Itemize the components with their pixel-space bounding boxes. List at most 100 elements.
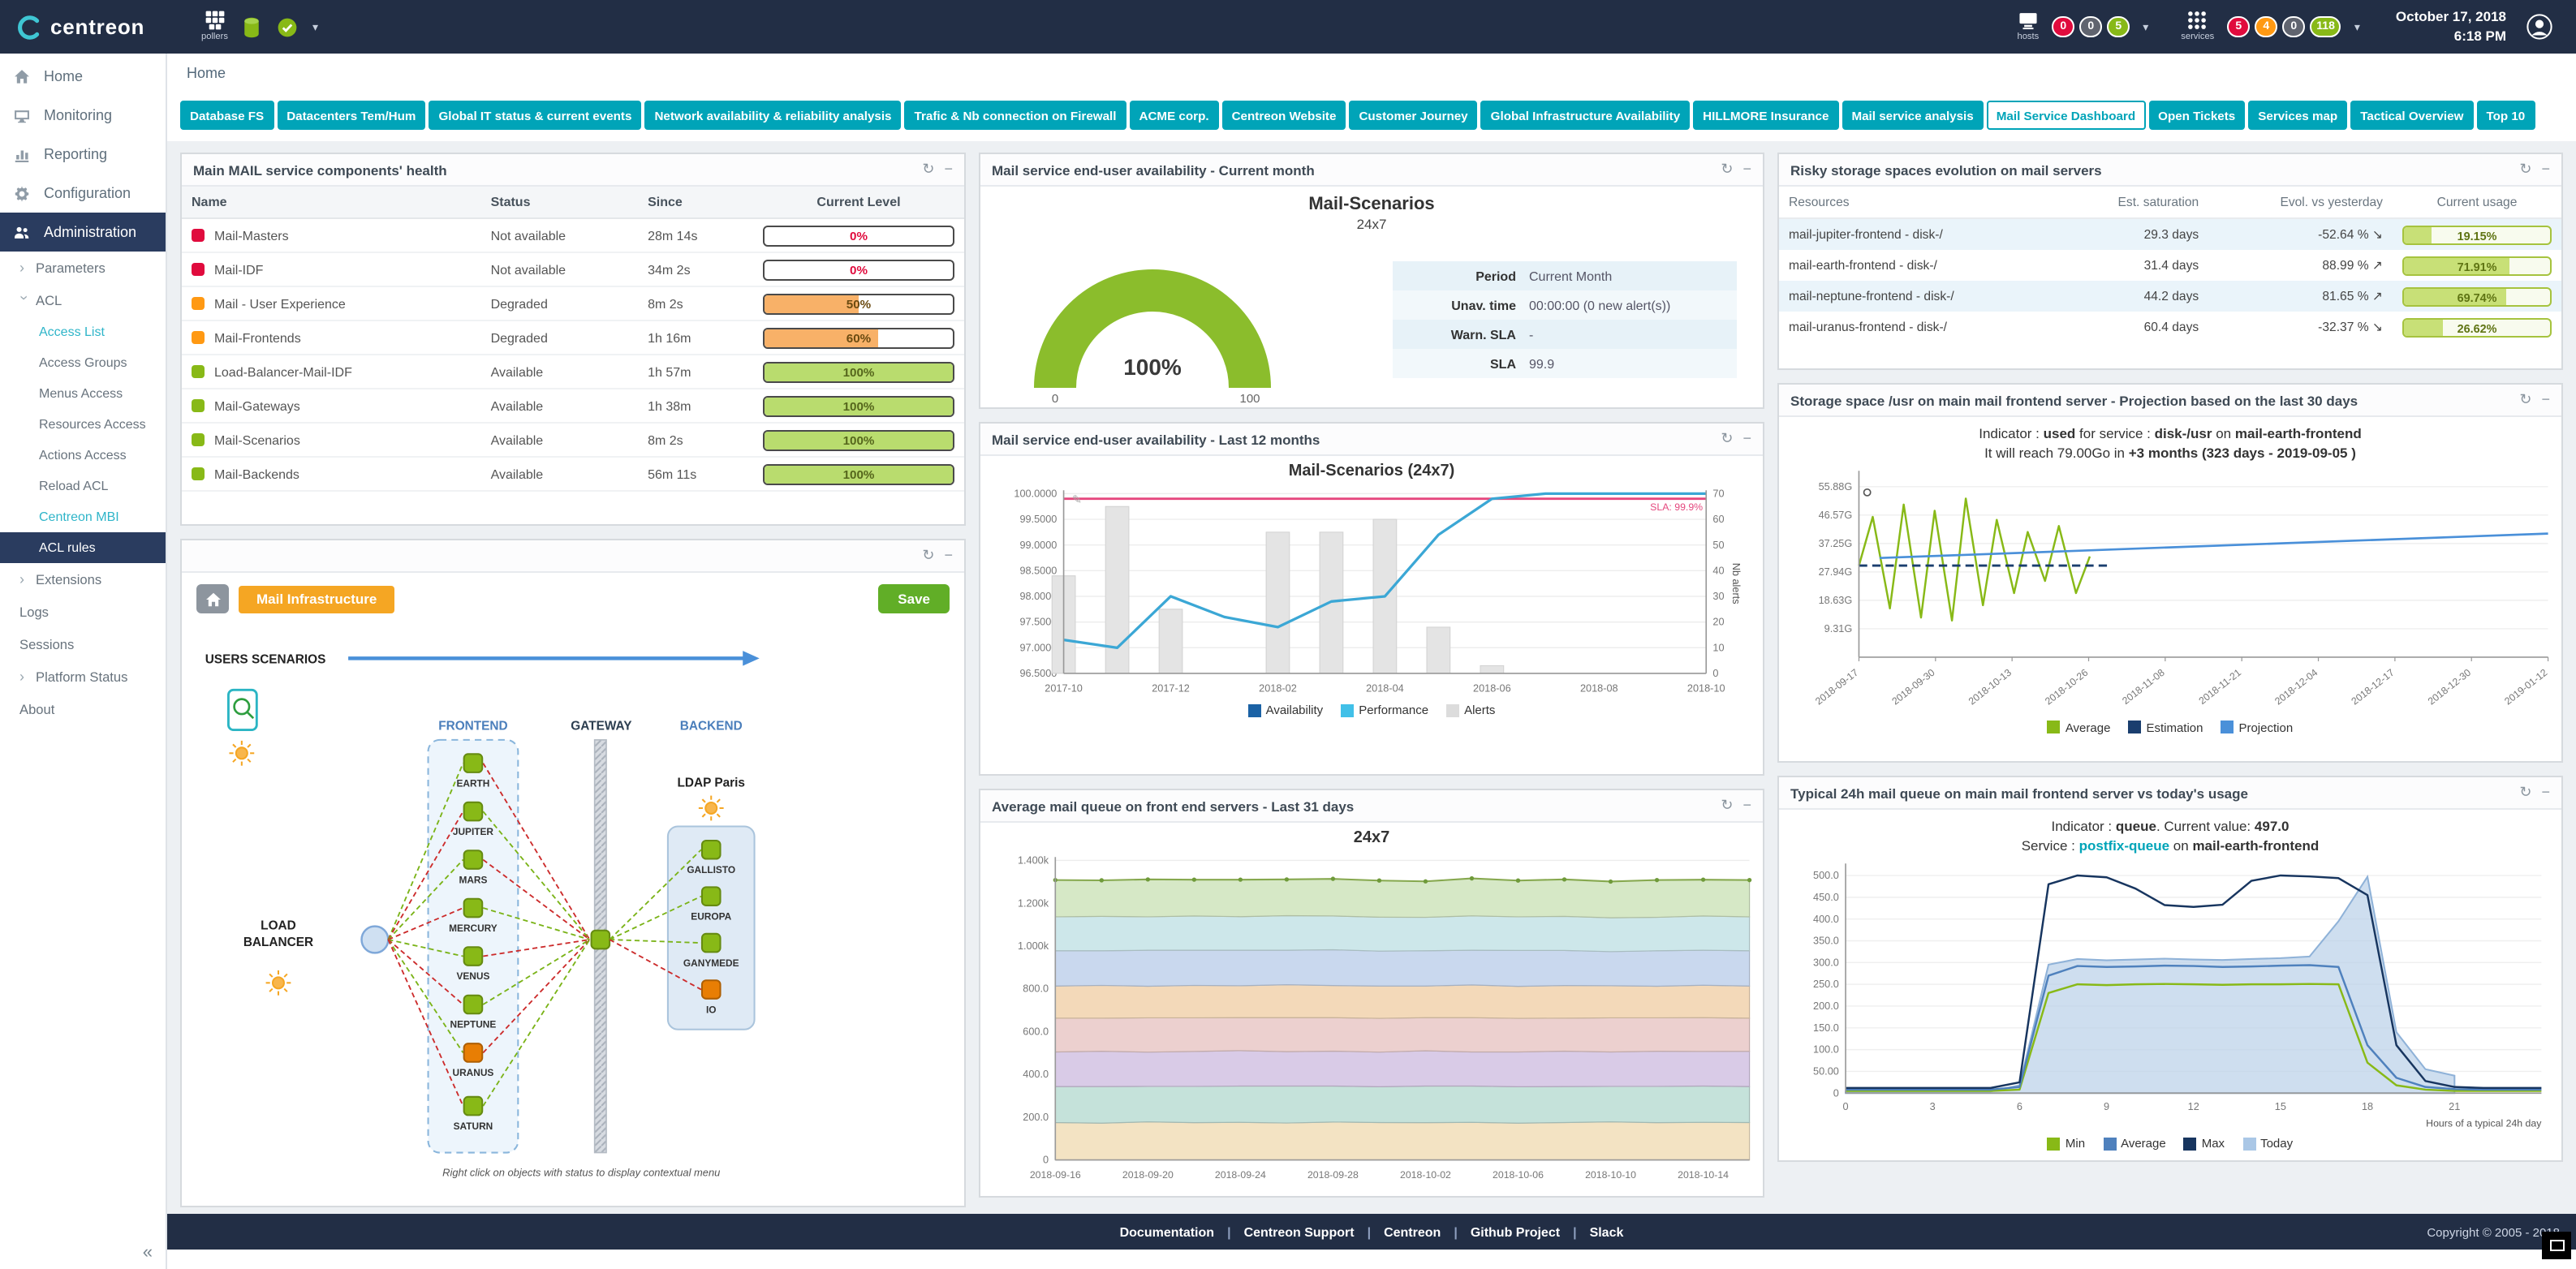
node-mars[interactable] — [463, 850, 484, 870]
node-mercury[interactable] — [463, 897, 484, 918]
tab-services-map[interactable]: Services map — [2248, 101, 2348, 130]
refresh-icon[interactable]: ↻ — [922, 547, 935, 563]
component-row[interactable]: Mail-IDF Not available 34m 2s 0% — [182, 252, 964, 287]
sidebar-item-centreon-mbi[interactable]: Centreon MBI — [0, 501, 166, 532]
save-button[interactable]: Save — [878, 584, 950, 613]
storage-row[interactable]: mail-uranus-frontend - disk-/60.4 days -3… — [1779, 312, 2561, 342]
refresh-icon[interactable]: ↻ — [2519, 161, 2532, 177]
tab-centreon-website[interactable]: Centreon Website — [1221, 101, 1346, 130]
tab-datacenters-tem-hum[interactable]: Datacenters Tem/Hum — [277, 101, 426, 130]
tab-mail-service-analysis[interactable]: Mail service analysis — [1842, 101, 1984, 130]
tab-global-it-status-current-events[interactable]: Global IT status & current events — [429, 101, 642, 130]
node-saturn[interactable] — [463, 1095, 484, 1116]
collapse-icon[interactable]: − — [944, 161, 953, 177]
chevron-down-icon[interactable]: ▾ — [312, 22, 318, 33]
collapse-icon[interactable]: − — [2541, 391, 2550, 407]
node-earth[interactable] — [463, 753, 484, 773]
sidebar-item-reload-acl[interactable]: Reload ACL — [0, 471, 166, 501]
status-badge[interactable]: 0 — [2282, 16, 2306, 37]
services-menu[interactable]: services — [2181, 10, 2214, 43]
node-io[interactable] — [700, 979, 722, 1000]
sidebar-item-access-groups[interactable]: Access Groups — [0, 347, 166, 378]
sidebar-item-home[interactable]: Home — [0, 57, 166, 96]
tab-database-fs[interactable]: Database FS — [180, 101, 274, 130]
chevron-down-icon[interactable]: ▾ — [2143, 22, 2149, 33]
sidebar-item-extensions[interactable]: › Extensions — [0, 563, 166, 596]
hosts-menu[interactable]: hosts — [2017, 10, 2039, 43]
user-menu[interactable] — [2526, 13, 2553, 41]
collapse-icon[interactable]: − — [944, 547, 953, 563]
sidebar-item-acl[interactable]: › ACL — [0, 284, 166, 316]
infra-diagram[interactable]: USERS SCENARIOS FRONTEND GATEWAY BACKEND LOA… — [182, 613, 964, 1186]
home-icon[interactable] — [196, 584, 229, 613]
sidebar-item-logs[interactable]: Logs — [0, 596, 166, 628]
tab-customer-journey[interactable]: Customer Journey — [1349, 101, 1478, 130]
storage-row[interactable]: mail-jupiter-frontend - disk-/29.3 days -… — [1779, 218, 2561, 250]
chevron-down-icon[interactable]: ▾ — [2354, 22, 2360, 33]
monthly-chart[interactable]: 100.0000 99.5000 99.0000 98.5000 98.0000 97.5… — [980, 480, 1763, 700]
tab-tactical-overview[interactable]: Tactical Overview — [2350, 101, 2474, 130]
component-row[interactable]: Mail-Gateways Available 1h 38m 100% — [182, 389, 964, 424]
status-badge[interactable]: 118 — [2310, 16, 2341, 37]
status-badge[interactable]: 5 — [2227, 16, 2251, 37]
pollers-menu[interactable]: pollers — [201, 10, 228, 43]
gateway-node[interactable] — [590, 929, 611, 950]
sidebar-item-reporting[interactable]: Reporting — [0, 135, 166, 174]
collapse-icon[interactable]: − — [1742, 161, 1751, 177]
component-row[interactable]: Mail-Masters Not available 28m 14s 0% — [182, 218, 964, 253]
footer-link-centreon[interactable]: Centreon — [1384, 1224, 1441, 1239]
node-europa[interactable] — [700, 886, 722, 906]
collapse-icon[interactable]: − — [1742, 430, 1751, 446]
tab-network-availability-reliability-analysis[interactable]: Network availability & reliability analy… — [644, 101, 902, 130]
tab-mail-service-dashboard[interactable]: Mail Service Dashboard — [1986, 101, 2146, 130]
tab-trafic-nb-connection-on-firewall[interactable]: Trafic & Nb connection on Firewall — [904, 101, 1126, 130]
component-row[interactable]: Mail - User Experience Degraded 8m 2s 50% — [182, 286, 964, 321]
sidebar-item-platform-status[interactable]: › Platform Status — [0, 660, 166, 693]
storage-row[interactable]: mail-earth-frontend - disk-/31.4 days 88.… — [1779, 250, 2561, 281]
footer-link-slack[interactable]: Slack — [1589, 1224, 1624, 1239]
refresh-icon[interactable]: ↻ — [2519, 391, 2532, 407]
breadcrumb[interactable]: Home — [187, 65, 226, 81]
typical-chart[interactable]: 500.0 450.0 400.0 350.0 300.0 250.0 200.0 150.0… — [1779, 857, 2561, 1133]
projection-chart[interactable]: 55.88G 46.57G 37.25G 27.94G 18.63G 9.31G 2018-… — [1779, 464, 2561, 717]
refresh-icon[interactable]: ↻ — [1721, 797, 1734, 813]
tab-hillmore-insurance[interactable]: HILLMORE Insurance — [1693, 101, 1839, 130]
refresh-icon[interactable]: ↻ — [2519, 784, 2532, 800]
collapse-icon[interactable]: − — [2541, 784, 2550, 800]
component-row[interactable]: Mail-Backends Available 56m 11s 100% — [182, 457, 964, 492]
sidebar-item-about[interactable]: About — [0, 693, 166, 725]
footer-link-centreon-support[interactable]: Centreon Support — [1243, 1224, 1355, 1239]
sidebar-item-access-list[interactable]: Access List — [0, 316, 166, 347]
component-row[interactable]: Mail-Scenarios Available 8m 2s 100% — [182, 423, 964, 458]
status-badge[interactable]: 4 — [2255, 16, 2278, 37]
sidebar-item-parameters[interactable]: › Parameters — [0, 252, 166, 284]
sidebar-item-sessions[interactable]: Sessions — [0, 628, 166, 660]
footer-link-github-project[interactable]: Github Project — [1470, 1224, 1561, 1239]
sidebar-item-acl-rules[interactable]: ACL rules — [0, 532, 166, 563]
storage-row[interactable]: mail-neptune-frontend - disk-/44.2 days 8… — [1779, 281, 2561, 312]
node-uranus[interactable] — [463, 1043, 484, 1063]
queue31-chart[interactable]: 0 200.0 400.0 600.0 800.0 1.000k 1.200k 1.400k 2… — [980, 847, 1763, 1183]
load-balancer-node[interactable] — [360, 925, 390, 954]
collapse-icon[interactable]: − — [1742, 797, 1751, 813]
component-row[interactable]: Load-Balancer-Mail-IDF Available 1h 57m 100… — [182, 355, 964, 389]
node-gallisto[interactable] — [700, 839, 722, 860]
node-jupiter[interactable] — [463, 801, 484, 822]
collapse-sidebar-button[interactable]: « — [142, 1243, 153, 1263]
tab-acme-corp[interactable]: ACME corp. — [1129, 101, 1219, 130]
sidebar-item-menus-access[interactable]: Menus Access — [0, 378, 166, 409]
node-neptune[interactable] — [463, 994, 484, 1015]
database-status[interactable] — [241, 15, 264, 38]
tab-global-infrastructure-availability[interactable]: Global Infrastructure Availability — [1480, 101, 1691, 130]
fullscreen-button[interactable] — [2542, 1232, 2571, 1259]
collapse-icon[interactable]: − — [2541, 161, 2550, 177]
centreon-logo[interactable]: centreon — [16, 14, 185, 40]
status-badge[interactable]: 0 — [2052, 16, 2075, 37]
latency-status[interactable] — [277, 15, 299, 38]
sidebar-item-configuration[interactable]: Configuration — [0, 174, 166, 213]
sidebar-item-administration[interactable]: Administration — [0, 213, 166, 252]
refresh-icon[interactable]: ↻ — [1721, 430, 1734, 446]
component-row[interactable]: Mail-Frontends Degraded 1h 16m 60% — [182, 320, 964, 355]
sidebar-item-actions-access[interactable]: Actions Access — [0, 440, 166, 471]
status-badge[interactable]: 5 — [2107, 16, 2130, 37]
